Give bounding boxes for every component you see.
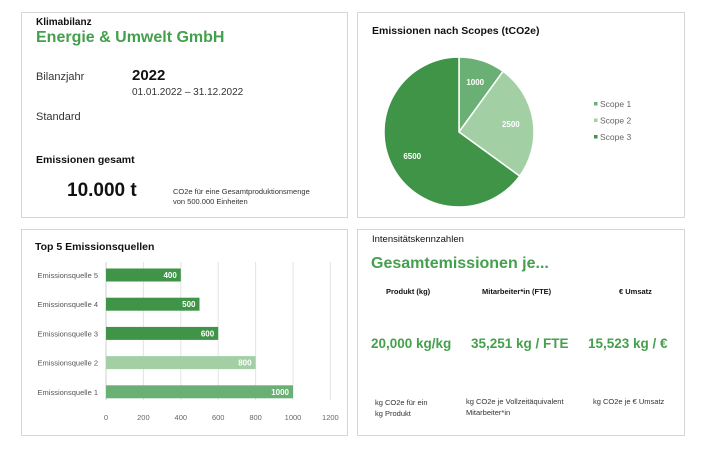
bar-title: Top 5 Emissionsquellen bbox=[35, 241, 155, 253]
column-note: kg Produkt bbox=[375, 409, 411, 418]
scope-chart-panel: Emissionen nach Scopes (tCO2e) bbox=[357, 12, 685, 218]
total-note-1: CO2e für eine Gesamtproduktionsmenge bbox=[173, 187, 310, 196]
column-note: Mitarbeiter*in bbox=[466, 408, 511, 417]
year-value: 2022 bbox=[132, 67, 166, 84]
column-header: Produkt (kg) bbox=[386, 287, 431, 296]
column-note: kg CO2e je Vollzeitäquivalent bbox=[466, 397, 564, 406]
column-note: kg CO2e für ein bbox=[375, 398, 428, 407]
column-value: 20,000 kg/kg bbox=[371, 336, 452, 351]
intensity-panel: Intensitätskennzahlen Gesamtemissionen j… bbox=[357, 229, 685, 436]
total-note-2: von 500.000 Einheiten bbox=[173, 197, 248, 206]
summary-label: Klimabilanz bbox=[36, 17, 92, 28]
top-sources-panel: Top 5 Emissionsquellen bbox=[21, 229, 348, 436]
year-label: Bilanzjahr bbox=[36, 71, 85, 83]
period: 01.01.2022 – 31.12.2022 bbox=[132, 87, 244, 98]
summary-panel: Klimabilanz Energie & Umwelt GmbH Bilanz… bbox=[21, 12, 348, 218]
intensity-heading: Gesamtemissionen je... bbox=[371, 255, 549, 272]
total-value: 10.000 t bbox=[67, 180, 137, 201]
standard-label: Standard bbox=[36, 111, 81, 123]
column-header: € Umsatz bbox=[619, 287, 652, 296]
pie-title: Emissionen nach Scopes (tCO2e) bbox=[372, 25, 540, 37]
company-name: Energie & Umwelt GmbH bbox=[36, 29, 225, 46]
column-value: 15,523 kg / € bbox=[588, 336, 668, 351]
column-header: Mitarbeiter*in (FTE) bbox=[482, 287, 552, 296]
intensity-label: Intensitätskennzahlen bbox=[372, 234, 464, 245]
column-value: 35,251 kg / FTE bbox=[471, 336, 569, 351]
total-label: Emissionen gesamt bbox=[36, 154, 135, 166]
column-note: kg CO2e je € Umsatz bbox=[593, 397, 665, 406]
